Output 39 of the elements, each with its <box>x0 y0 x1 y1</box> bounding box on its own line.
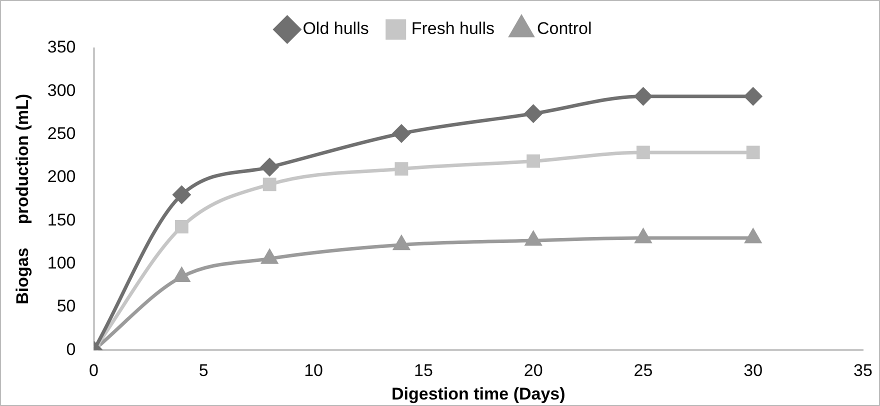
y-tick-label: 150 <box>47 210 76 230</box>
x-tick-label: 30 <box>744 361 763 380</box>
y-tick-label: 100 <box>47 254 76 273</box>
point <box>635 229 652 244</box>
x-tick-label: 5 <box>198 361 208 380</box>
point <box>260 158 278 176</box>
point <box>172 186 190 204</box>
point <box>262 178 276 192</box>
x-tick-label: 35 <box>854 361 872 380</box>
point <box>526 154 540 168</box>
legend-label: Fresh hulls <box>411 19 494 38</box>
x-tick-label: 0 <box>89 361 98 380</box>
x-tick-label: 20 <box>524 361 543 380</box>
point <box>526 232 542 246</box>
point <box>394 236 410 250</box>
point <box>746 146 760 160</box>
point <box>394 162 408 176</box>
x-tick-label: 25 <box>634 361 653 380</box>
y-tick-label: 50 <box>56 296 76 316</box>
point <box>262 250 278 264</box>
x-axis-title: Digestion time (Days) <box>391 384 566 404</box>
y-tick-label: 350 <box>47 38 76 57</box>
point <box>744 88 762 106</box>
y-tick-label: 300 <box>47 80 76 100</box>
point <box>174 220 188 234</box>
y-axis-title: Biogas production (mL) <box>12 94 32 304</box>
x-tick-label: 10 <box>304 361 324 380</box>
y-tick-label: 250 <box>47 124 76 144</box>
point <box>636 146 650 160</box>
point <box>392 124 410 142</box>
point <box>524 104 542 122</box>
legend-label: Old hulls <box>302 19 369 38</box>
y-tick-label: 200 <box>47 167 76 186</box>
point <box>174 268 190 282</box>
point <box>634 88 652 106</box>
x-tick-label: 15 <box>414 361 433 380</box>
point <box>745 229 761 244</box>
legend-label: Control <box>536 19 592 38</box>
y-tick-label: 0 <box>66 340 76 359</box>
